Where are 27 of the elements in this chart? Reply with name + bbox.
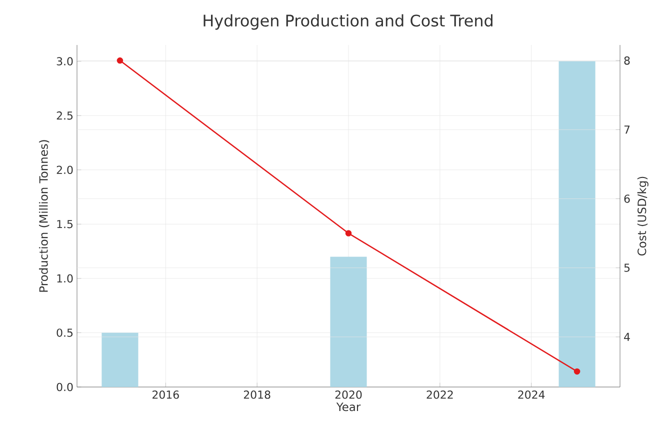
bar bbox=[102, 332, 138, 387]
x-tick-label: 2022 bbox=[426, 390, 453, 399]
y2-tick-label: 7 bbox=[624, 126, 630, 134]
y-tick-label: 1.5 bbox=[57, 220, 73, 228]
x-tick-label: 2020 bbox=[335, 390, 362, 399]
y2-tick-label: 8 bbox=[624, 56, 630, 65]
y2-tick-label: 5 bbox=[624, 264, 630, 272]
chart-title: Hydrogen Production and Cost Trend bbox=[204, 14, 492, 30]
y-axis-title: Production (Million Tonnes) bbox=[39, 140, 50, 292]
bar bbox=[558, 61, 596, 387]
y2-axis-title: Cost (USD/kg) bbox=[637, 176, 648, 256]
y-tick-label: 1.0 bbox=[57, 274, 73, 283]
point bbox=[116, 57, 124, 64]
y-tick-label: 0.5 bbox=[56, 328, 73, 337]
y-tick-label: 2.5 bbox=[56, 111, 73, 120]
point bbox=[345, 230, 352, 236]
y2-tick-label: 4 bbox=[624, 332, 630, 341]
y-tick-label: 2.0 bbox=[56, 166, 73, 174]
x-tick-label: 2024 bbox=[518, 390, 545, 399]
y2-tick-label: 6 bbox=[624, 194, 630, 203]
x-tick-label: 2018 bbox=[244, 390, 270, 399]
y-tick-label: 3.0 bbox=[56, 57, 73, 66]
point bbox=[574, 368, 580, 375]
x-tick-label: 2016 bbox=[152, 390, 179, 399]
x-axis-title: Year bbox=[336, 402, 361, 412]
y-tick-label: 0.0 bbox=[56, 382, 73, 392]
bar bbox=[330, 256, 367, 387]
